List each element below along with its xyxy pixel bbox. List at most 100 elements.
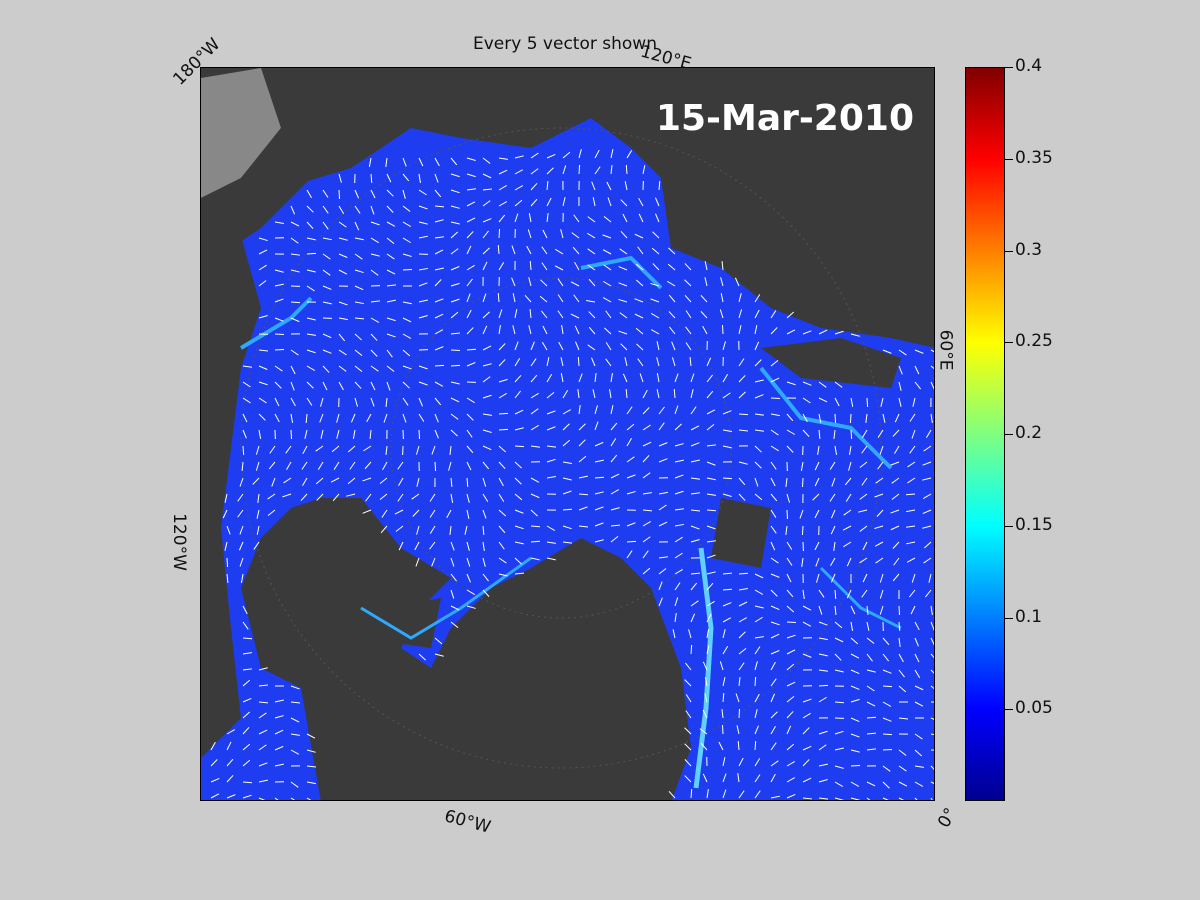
- drift-vector: [834, 621, 843, 629]
- drift-vector: [306, 252, 317, 255]
- drift-vector: [802, 429, 810, 437]
- drift-vector: [594, 476, 605, 479]
- drift-vector: [674, 405, 679, 415]
- drift-vector: [882, 717, 892, 722]
- drift-vector: [385, 397, 388, 408]
- drift-vector: [450, 557, 455, 567]
- drift-vector: [722, 602, 732, 607]
- drift-vector: [418, 315, 428, 319]
- drift-vector: [448, 461, 452, 471]
- drift-vector: [610, 405, 614, 415]
- drift-vector: [850, 605, 856, 615]
- drift-vector: [882, 685, 893, 688]
- drift-vector: [370, 173, 373, 184]
- drift-vector: [770, 742, 777, 751]
- drift-vector: [555, 248, 564, 255]
- drift-vector: [354, 237, 364, 241]
- drift-vector: [382, 461, 388, 471]
- drift-vector: [226, 729, 236, 735]
- drift-vector: [702, 709, 708, 719]
- drift-vector: [706, 477, 716, 481]
- drift-vector: [834, 653, 842, 661]
- drift-vector: [386, 189, 394, 197]
- drift-vector: [754, 413, 764, 416]
- drift-vector: [594, 373, 597, 383]
- drift-vector: [834, 413, 837, 424]
- drift-vector: [331, 445, 340, 453]
- drift-vector: [734, 277, 740, 287]
- drift-vector: [258, 264, 267, 271]
- drift-vector: [914, 365, 920, 375]
- drift-vector: [898, 365, 903, 375]
- drift-vector: [370, 381, 376, 391]
- drift-vector: [668, 247, 676, 255]
- drift-vector: [370, 349, 378, 357]
- drift-vector: [434, 397, 442, 406]
- drift-vector: [258, 712, 267, 719]
- drift-vector: [700, 311, 708, 319]
- drift-vector: [530, 168, 539, 175]
- drift-vector: [685, 710, 692, 719]
- drift-vector: [610, 524, 621, 527]
- drift-vector: [354, 189, 360, 199]
- drift-vector: [912, 397, 916, 407]
- drift-vector: [386, 284, 396, 287]
- drift-vector: [642, 492, 652, 495]
- drift-vector: [498, 412, 509, 415]
- drift-vector: [434, 157, 440, 167]
- drift-vector: [818, 413, 822, 423]
- drift-vector: [586, 299, 596, 303]
- drift-vector: [255, 445, 260, 455]
- drift-vector: [402, 253, 412, 258]
- drift-vector: [845, 493, 852, 502]
- drift-vector: [738, 662, 745, 671]
- drift-vector: [546, 410, 556, 415]
- drift-vector: [370, 317, 380, 323]
- drift-vector: [706, 390, 714, 399]
- drift-vector: [542, 325, 548, 335]
- drift-vector: [322, 269, 331, 276]
- drift-vector: [450, 311, 459, 319]
- drift-vector: [706, 571, 716, 575]
- drift-vector: [865, 413, 868, 423]
- drift-vector: [721, 724, 724, 735]
- drift-vector: [866, 748, 876, 751]
- drift-vector: [450, 429, 458, 437]
- drift-vector: [466, 217, 476, 223]
- drift-vector: [418, 299, 428, 303]
- drift-vector: [466, 264, 475, 271]
- drift-vector: [930, 605, 933, 615]
- drift-vector: [562, 165, 567, 175]
- sea-ice-map: [201, 68, 934, 800]
- drift-vector: [514, 461, 522, 469]
- drift-vector: [702, 661, 708, 671]
- colorbar-tick: [1005, 525, 1013, 527]
- drift-vector: [530, 182, 538, 191]
- drift-vector: [754, 341, 760, 351]
- drift-vector: [482, 429, 492, 434]
- drift-vector: [514, 213, 519, 223]
- drift-vector: [242, 743, 251, 751]
- drift-vector: [394, 509, 404, 515]
- drift-vector: [557, 278, 564, 287]
- drift-vector: [722, 341, 726, 351]
- drift-vector: [754, 661, 758, 671]
- drift-vector: [802, 727, 810, 735]
- colorbar-tick: [1005, 67, 1013, 68]
- drift-vector: [306, 397, 313, 406]
- drift-vector: [737, 773, 740, 783]
- drift-streak: [819, 566, 902, 630]
- drift-vector: [722, 429, 732, 432]
- drift-vector: [466, 557, 471, 567]
- drift-vector: [818, 696, 827, 703]
- drift-vector: [770, 445, 779, 452]
- drift-vector: [274, 797, 279, 800]
- drift-vector: [370, 205, 375, 215]
- drift-vector: [786, 413, 794, 422]
- drift-vector: [690, 373, 695, 383]
- drift-streak: [580, 255, 663, 290]
- drift-vector: [450, 231, 459, 239]
- drift-vector: [831, 477, 836, 487]
- drift-vector: [527, 229, 532, 239]
- drift-vector: [370, 253, 380, 257]
